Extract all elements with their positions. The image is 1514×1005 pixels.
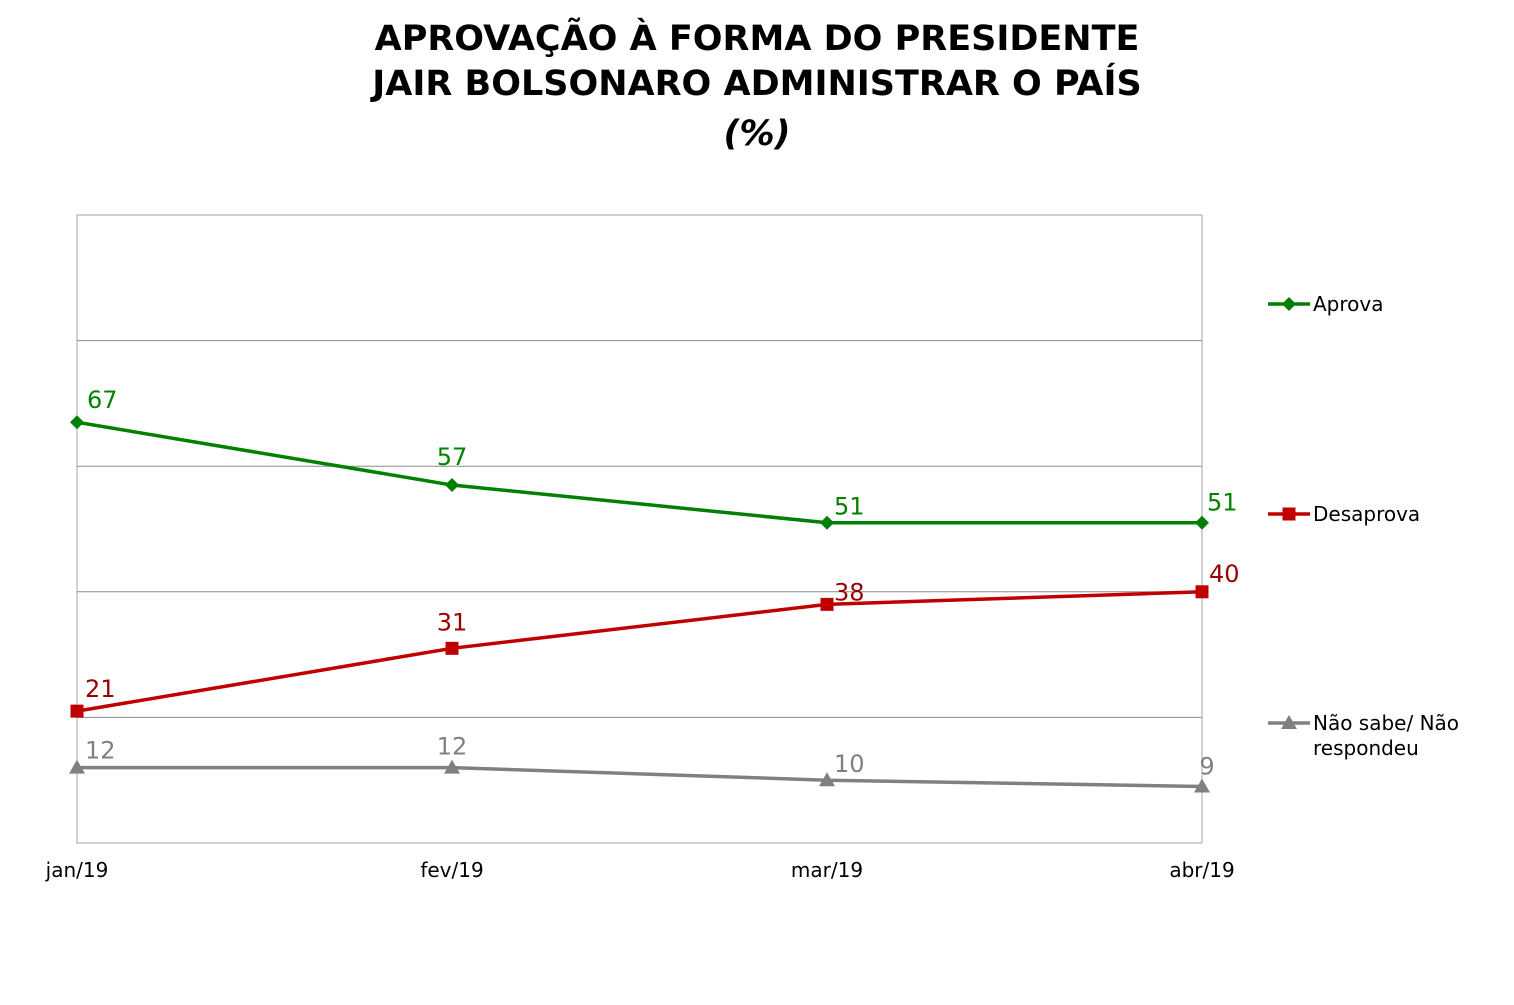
data-label-desaprova: 38 xyxy=(834,578,865,606)
marker-desaprova xyxy=(1195,585,1209,599)
legend-label: Desaprova xyxy=(1313,502,1420,526)
data-label-aprova: 51 xyxy=(834,493,865,521)
series-line-aprova xyxy=(76,420,1202,525)
marker-desaprova xyxy=(445,641,459,655)
marker-aprova xyxy=(820,515,834,530)
x-axis: jan/19 fev/19 mar/19 abr/19 xyxy=(45,858,1235,882)
legend-label: Aprova xyxy=(1313,292,1384,316)
legend-item-aprova: Aprova xyxy=(1268,292,1384,316)
x-tick-label: jan/19 xyxy=(45,858,109,882)
marker-aprova xyxy=(445,478,459,493)
title-line-3: (%) xyxy=(723,114,790,154)
data-label-desaprova: 21 xyxy=(85,675,116,703)
marker-n-o-sabe-n-o-respondeu xyxy=(1194,778,1210,793)
title-line-1: APROVAÇÃO À FORMA DO PRESIDENTE xyxy=(375,17,1140,59)
marker-n-o-sabe-n-o-respondeu xyxy=(819,772,835,787)
x-tick-label: fev/19 xyxy=(420,858,483,882)
marker-desaprova xyxy=(70,704,84,718)
x-tick-label: mar/19 xyxy=(791,858,863,882)
title-line-2: JAIR BOLSONARO ADMINISTRAR O PAÍS xyxy=(370,62,1142,104)
marker-n-o-sabe-n-o-respondeu xyxy=(69,759,85,774)
x-tick-label: abr/19 xyxy=(1169,858,1234,882)
legend-marker xyxy=(1281,715,1297,729)
legend-marker xyxy=(1282,507,1296,521)
series-markers xyxy=(69,415,1210,793)
legend-marker xyxy=(1282,297,1296,311)
legend-label: Não sabe/ Não respondeu xyxy=(1313,711,1459,760)
data-label-n-o-sabe-n-o-respondeu: 9 xyxy=(1199,752,1214,780)
data-label-n-o-sabe-n-o-respondeu: 10 xyxy=(834,750,865,778)
data-label-n-o-sabe-n-o-respondeu: 12 xyxy=(85,737,116,765)
data-label-aprova: 51 xyxy=(1207,489,1238,517)
legend-item-desaprova: Desaprova xyxy=(1268,502,1420,526)
data-label-aprova: 67 xyxy=(87,386,118,414)
series-line-desaprova xyxy=(76,590,1203,713)
gridlines xyxy=(77,340,1202,718)
data-label-n-o-sabe-n-o-respondeu: 12 xyxy=(437,733,468,761)
marker-n-o-sabe-n-o-respondeu xyxy=(444,759,460,774)
marker-aprova xyxy=(70,415,84,430)
data-labels: 67 57 51 51 21 31 38 40 12 12 10 9 xyxy=(85,386,1240,780)
plot-border xyxy=(76,214,1203,844)
data-label-aprova: 57 xyxy=(437,443,468,471)
legend-item-n-o-sabe-n-o-respondeu: Não sabe/ Não respondeu xyxy=(1268,711,1459,760)
data-label-desaprova: 31 xyxy=(437,608,468,636)
legend: Aprova Desaprova Não sabe/ Não respondeu xyxy=(1268,292,1459,760)
marker-aprova xyxy=(1195,515,1209,530)
data-label-desaprova: 40 xyxy=(1209,560,1240,588)
marker-desaprova xyxy=(820,597,834,611)
plot-area xyxy=(76,214,1203,844)
series-lines xyxy=(76,420,1203,789)
series-line-n-o-sabe-n-o-respondeu xyxy=(77,765,1203,789)
